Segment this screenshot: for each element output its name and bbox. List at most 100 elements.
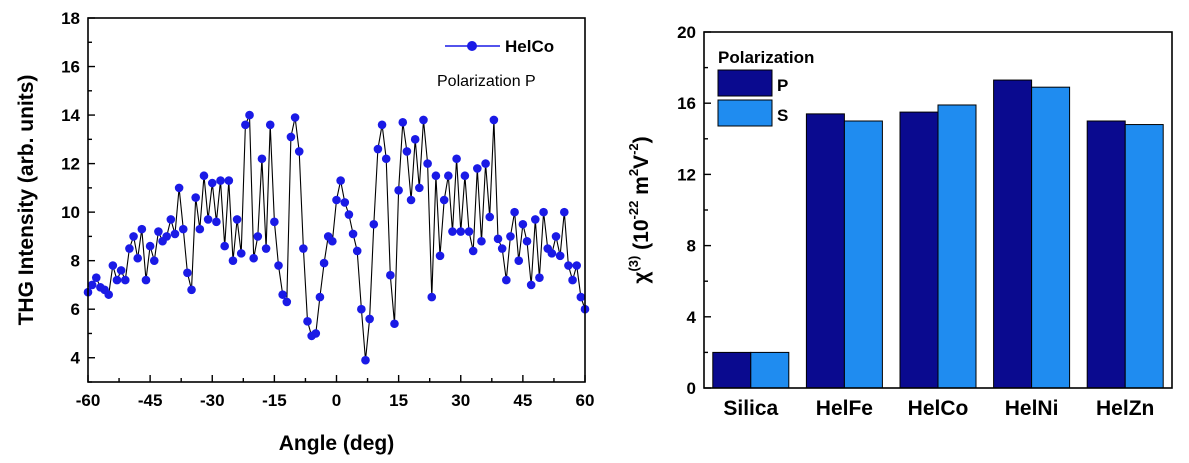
data-point (456, 227, 466, 236)
data-point (493, 234, 503, 244)
data-point (518, 219, 528, 229)
x-tick-label: 60 (576, 391, 595, 410)
data-point (340, 198, 350, 207)
data-point (531, 215, 540, 224)
y-tick-label: 20 (677, 23, 696, 42)
category-label: HelFe (816, 397, 873, 420)
data-point (216, 176, 225, 185)
data-point (220, 241, 229, 251)
data-point (191, 193, 200, 202)
data-point (141, 275, 151, 285)
data-point (232, 215, 242, 224)
data-point (551, 232, 561, 241)
data-point (526, 280, 536, 290)
data-point (460, 171, 470, 181)
data-point (522, 236, 532, 246)
data-point (129, 232, 138, 241)
x-tick-label: -30 (200, 391, 225, 410)
data-point (104, 290, 114, 299)
category-label: HelNi (1005, 397, 1059, 420)
data-point (539, 207, 548, 217)
data-point (555, 251, 565, 261)
left-x-axis-label: Angle (deg) (279, 432, 395, 455)
data-point (319, 258, 329, 268)
data-point (178, 224, 188, 234)
data-point (274, 261, 283, 270)
data-point (377, 120, 387, 130)
y-tick-label: 16 (61, 58, 80, 77)
helco-series (83, 110, 590, 365)
x-tick-label: -15 (262, 391, 287, 410)
data-point (576, 292, 586, 302)
data-point (154, 227, 163, 236)
y-tick-label: 4 (687, 308, 697, 327)
data-point (183, 268, 192, 278)
category-label: HelZn (1096, 397, 1154, 420)
data-point (373, 144, 383, 154)
data-point (120, 275, 130, 285)
bar-p-helzn (1086, 120, 1126, 389)
data-point (145, 241, 155, 251)
data-point (265, 120, 275, 130)
data-point (187, 285, 196, 295)
data-point (559, 207, 569, 217)
data-point (398, 118, 408, 127)
data-point (572, 261, 582, 270)
data-point (444, 171, 453, 181)
legend-swatch-s (717, 99, 773, 127)
bar-s-helzn (1124, 124, 1164, 389)
data-point (497, 244, 507, 253)
data-point (361, 355, 370, 365)
ylabel-sup-m: 2 (626, 169, 641, 176)
data-point (270, 217, 279, 227)
data-point (431, 171, 441, 181)
data-point (489, 115, 499, 125)
x-tick-label: -45 (138, 391, 163, 410)
x-tick-label: -60 (76, 391, 101, 410)
ylabel-unit-m: m (630, 176, 653, 201)
x-tick-label: 15 (389, 391, 408, 410)
y-tick-label: 10 (61, 203, 80, 222)
ylabel-sup-exp: -22 (626, 201, 641, 220)
data-point (137, 224, 147, 234)
data-point (149, 256, 159, 265)
y-tick-label: 14 (61, 106, 80, 125)
bar-s-helfe (843, 120, 883, 389)
left-legend: HelCo Polarization P (437, 37, 554, 90)
thg-angle-chart: -60 -45 -30 -15 0 15 30 45 60 4 6 8 10 12 14 16 18 Angle… (15, 9, 594, 455)
data-point (241, 120, 250, 130)
data-point (568, 275, 577, 285)
data-point (510, 207, 519, 217)
data-point (423, 159, 432, 168)
y-tick-label: 8 (71, 252, 80, 271)
data-point (212, 217, 221, 227)
y-tick-label: 12 (61, 155, 80, 174)
bar-s-helni (1031, 86, 1071, 389)
data-point (195, 224, 205, 234)
y-tick-label: 4 (71, 349, 81, 368)
bar-p-silica (712, 351, 752, 389)
x-tick-label: 30 (451, 391, 470, 410)
data-point (315, 292, 325, 302)
data-point (294, 147, 304, 156)
data-point (162, 232, 171, 241)
data-point (344, 210, 354, 219)
data-point (415, 183, 424, 193)
data-point (419, 115, 428, 125)
y-tick-label: 18 (61, 9, 80, 28)
data-point (174, 183, 184, 193)
right-plot-frame (703, 31, 1173, 389)
data-point (278, 290, 287, 299)
ylabel-unit-v: V (630, 155, 653, 169)
data-point (299, 244, 308, 253)
data-point (564, 261, 573, 270)
data-point (394, 185, 403, 195)
right-ticks: 0 4 8 12 16 20 (677, 23, 711, 398)
y-tick-label: 6 (71, 300, 80, 319)
data-point (303, 317, 312, 326)
data-point (547, 249, 557, 258)
data-point (502, 275, 511, 285)
data-point (311, 329, 321, 338)
data-point (439, 195, 449, 205)
data-point (410, 135, 420, 144)
